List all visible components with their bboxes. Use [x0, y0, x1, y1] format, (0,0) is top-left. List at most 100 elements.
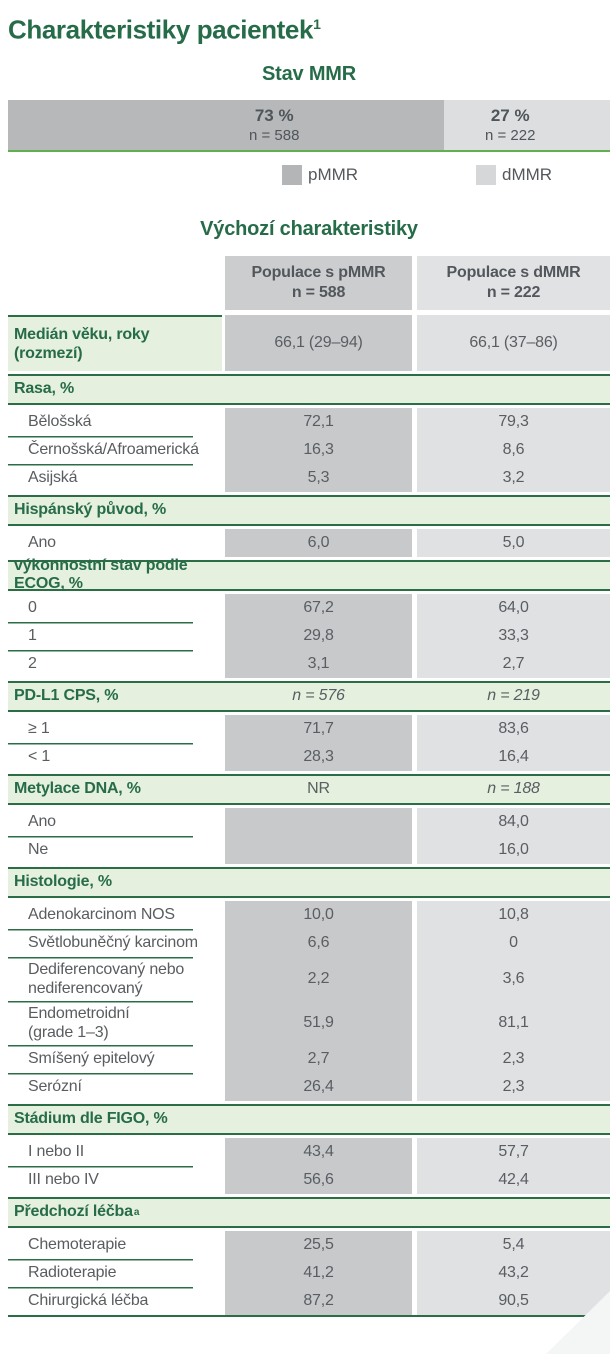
- value-dmmr: 3,6: [417, 956, 610, 1001]
- row-label: < 1: [8, 742, 222, 771]
- bar-segment-pmmr: 73 % n = 588: [8, 99, 445, 150]
- legend-item-pmmr: pMMR: [282, 164, 359, 185]
- data-row: 1 29,8 33,3: [8, 621, 610, 650]
- row-label: Dediferencovaný nebo nediferencovaný: [8, 956, 222, 1001]
- header-cell-empty: [8, 256, 222, 310]
- row-label: Histologie, %: [8, 873, 222, 891]
- row-label-line: 1: [28, 627, 37, 645]
- baseline-characteristics-heading: Výchozí charakteristiky: [200, 217, 418, 240]
- value-dmmr: 3,2: [417, 463, 610, 492]
- section-row: Rasa, %: [8, 373, 610, 405]
- bar-segment-pmmr-labels: 73 % n = 588: [249, 106, 299, 144]
- value-pmmr: 71,7: [225, 714, 412, 743]
- dmmr-percent: 27 %: [490, 105, 530, 125]
- row-label: Černošská/Afroamerická: [8, 435, 222, 464]
- data-row: ≥ 1 71,7 83,6: [8, 714, 610, 743]
- data-row: Radioterapie 41,2 43,2: [8, 1258, 610, 1287]
- value-dmmr: 83,6: [417, 714, 610, 743]
- value-dmmr: 16,4: [417, 742, 610, 771]
- value-pmmr: 2,7: [225, 1044, 412, 1073]
- value-pmmr: 3,1: [225, 649, 412, 678]
- value-dmmr: 81,1: [417, 1000, 610, 1045]
- value-dmmr: 90,5: [417, 1286, 610, 1315]
- row-label: Metylace DNA, %: [8, 780, 222, 798]
- section-row: Předchozí léčba a: [8, 1196, 610, 1228]
- value-pmmr: 25,5: [225, 1230, 412, 1259]
- stat-row: Medián věku, roky (rozmezí) 66,1 (29–94) 66…: [8, 314, 610, 371]
- row-footnote-marker: a: [133, 1206, 140, 1218]
- header-pmmr-line2: n = 588: [291, 283, 346, 301]
- row-label: Chirurgická léčba: [8, 1286, 222, 1315]
- row-label: Adenokarcinom NOS: [8, 900, 222, 929]
- characteristics-rows: Medián věku, roky (rozmezí) 66,1 (29–94) 66…: [8, 314, 610, 1317]
- pmmr-percent: 73 %: [254, 105, 294, 125]
- row-label: výkonnostní stav podle ECOG, %: [8, 557, 222, 593]
- legend-label-dmmr: dMMR: [502, 164, 553, 184]
- value-pmmr: 56,6: [225, 1165, 412, 1194]
- value-dmmr: 33,3: [417, 621, 610, 650]
- row-label-line: Chirurgická léčba: [28, 1292, 149, 1310]
- value-dmmr: 8,6: [417, 435, 610, 464]
- value-dmmr: n = 188: [487, 780, 540, 798]
- data-row: Světlobuněčný karcinom 6,6 0: [8, 928, 610, 957]
- value-pmmr: 66,1 (29–94): [225, 314, 412, 371]
- row-label-line: Ne: [28, 841, 49, 859]
- data-row: Dediferencovaný nebo nediferencovaný 2,2 3,…: [8, 956, 610, 1001]
- value-dmmr: 42,4: [417, 1165, 610, 1194]
- row-label-line: III nebo IV: [28, 1171, 99, 1189]
- data-row: Endometroidní (grade 1–3) 51,9 81,1: [8, 1000, 610, 1045]
- data-row: III nebo IV 56,6 42,4: [8, 1165, 610, 1194]
- row-label: Světlobuněčný karcinom: [8, 928, 222, 957]
- row-label-line: Ano: [28, 534, 56, 552]
- mmr-status-heading: Stav MMR: [262, 62, 356, 85]
- value-dmmr: 66,1 (37–86): [417, 314, 610, 371]
- value-dmmr: 16,0: [417, 835, 610, 864]
- row-label: Stádium dle FIGO, %: [8, 1110, 222, 1128]
- header-dmmr-line2: n = 222: [486, 283, 541, 301]
- value-dmmr: 2,7: [417, 649, 610, 678]
- characteristics-table: Populace s pMMR n = 588 Populace s dMMR …: [8, 255, 610, 1317]
- value-pmmr: 72,1: [225, 407, 412, 436]
- section-row: Stádium dle FIGO, %: [8, 1103, 610, 1135]
- section-row: PD-L1 CPS, % n = 576 n = 219: [8, 680, 610, 712]
- value-pmmr: 28,3: [225, 742, 412, 771]
- row-label: Endometroidní (grade 1–3): [8, 1000, 222, 1045]
- row-label-line: Endometroidní: [28, 1004, 130, 1022]
- value-pmmr: [225, 807, 412, 836]
- value-pmmr: 87,2: [225, 1286, 412, 1315]
- row-label-line: ≥ 1: [28, 720, 50, 738]
- section-row: Hispánský původ, %: [8, 494, 610, 526]
- value-dmmr: 0: [417, 928, 610, 957]
- row-label: 0: [8, 593, 222, 622]
- mmr-stacked-bar: 73 % n = 588 27 % n = 222: [8, 99, 610, 152]
- title-footnote-marker: 1: [313, 16, 321, 32]
- row-label: I nebo II: [8, 1137, 222, 1166]
- value-pmmr: 6,6: [225, 928, 412, 957]
- legend-label-pmmr: pMMR: [308, 164, 359, 184]
- data-row: Ano 84,0: [8, 807, 610, 836]
- header-cell-pmmr: Populace s pMMR n = 588: [225, 255, 412, 310]
- section-row: Metylace DNA, % NR n = 188: [8, 773, 610, 805]
- value-pmmr: NR: [307, 780, 330, 798]
- value-dmmr: 84,0: [417, 807, 610, 836]
- data-row: Serózní 26,4 2,3: [8, 1072, 610, 1101]
- value-pmmr: n = 576: [292, 687, 345, 705]
- value-pmmr: 16,3: [225, 435, 412, 464]
- value-dmmr: 57,7: [417, 1137, 610, 1166]
- value-pmmr: 5,3: [225, 463, 412, 492]
- mmr-legend: pMMR dMMR: [8, 164, 610, 186]
- value-dmmr: 2,3: [417, 1072, 610, 1101]
- data-row: 2 3,1 2,7: [8, 649, 610, 678]
- row-label-line: nediferencovaný: [28, 979, 143, 997]
- row-label: Bělošská: [8, 407, 222, 436]
- legend-item-dmmr: dMMR: [476, 164, 553, 185]
- row-label: Ano: [8, 528, 222, 557]
- value-pmmr: 26,4: [225, 1072, 412, 1101]
- row-label-line: výkonnostní stav podle ECOG, %: [14, 557, 188, 593]
- row-label-line: Serózní: [28, 1078, 82, 1096]
- data-row: 0 67,2 64,0: [8, 593, 610, 622]
- row-label-line: Metylace DNA, %: [14, 780, 141, 798]
- row-label: Rasa, %: [8, 380, 222, 398]
- row-label: Ano: [8, 807, 222, 836]
- row-label: Asijská: [8, 463, 222, 492]
